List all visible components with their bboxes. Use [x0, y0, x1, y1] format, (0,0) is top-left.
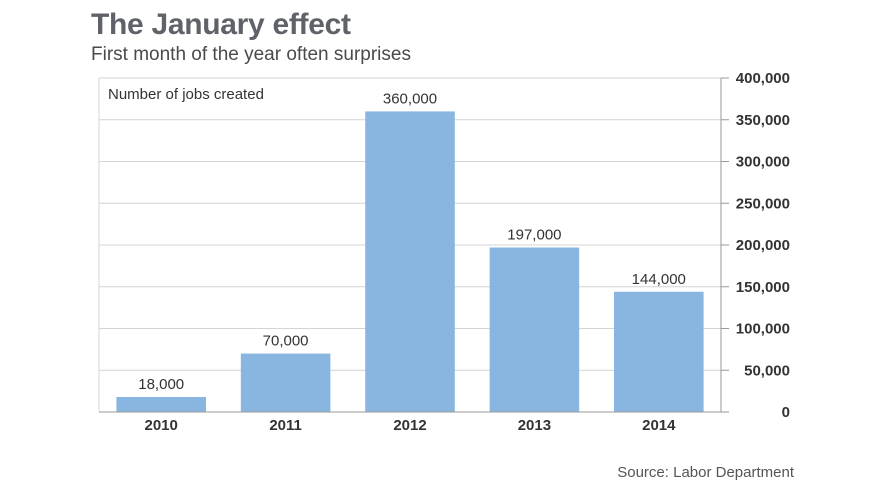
bar-2013	[489, 247, 580, 412]
bars	[116, 111, 704, 413]
y-tick-label: 250,000	[736, 195, 790, 212]
chart-subtitle: First month of the year often surprises	[91, 44, 411, 65]
y-tick-labels: 0 50,000 100,000 150,000 200,000 250,000 300,0…	[736, 70, 790, 421]
x-tick-labels: 2010 2011 2012 2013 2014	[145, 417, 677, 434]
y-tick-label: 100,000	[736, 321, 790, 338]
bar-2012	[365, 111, 455, 413]
x-tick-label-2013: 2013	[518, 417, 551, 434]
y-tick-label: 400,000	[736, 70, 790, 87]
x-tick-label-2014: 2014	[642, 417, 676, 434]
data-label-2011: 70,000	[263, 333, 309, 350]
data-labels: 18,000 70,000 360,000 197,000 144,000	[138, 90, 686, 393]
y-tick-label: 350,000	[736, 112, 790, 129]
axes	[98, 77, 729, 413]
data-label-2014: 144,000	[632, 271, 686, 288]
source-note: Source: Labor Department	[617, 464, 794, 481]
bar-2011	[240, 353, 331, 412]
data-label-2013: 197,000	[507, 227, 561, 244]
data-label-2010: 18,000	[138, 376, 184, 393]
x-tick-label-2011: 2011	[269, 417, 302, 434]
y-tick-label: 0	[782, 404, 790, 421]
bar-2014	[614, 291, 704, 412]
bar-2010	[116, 396, 206, 412]
y-tick-label: 300,000	[736, 154, 790, 171]
data-label-2012: 360,000	[383, 90, 437, 107]
chart-title: The January effect	[91, 8, 351, 41]
y-tick-label: 150,000	[736, 279, 790, 296]
y-tick-label: 200,000	[736, 237, 790, 254]
y-tick-label: 50,000	[744, 362, 790, 379]
x-tick-label-2010: 2010	[145, 417, 178, 434]
y-axis-label: Number of jobs created	[108, 86, 264, 103]
x-tick-label-2012: 2012	[393, 417, 426, 434]
